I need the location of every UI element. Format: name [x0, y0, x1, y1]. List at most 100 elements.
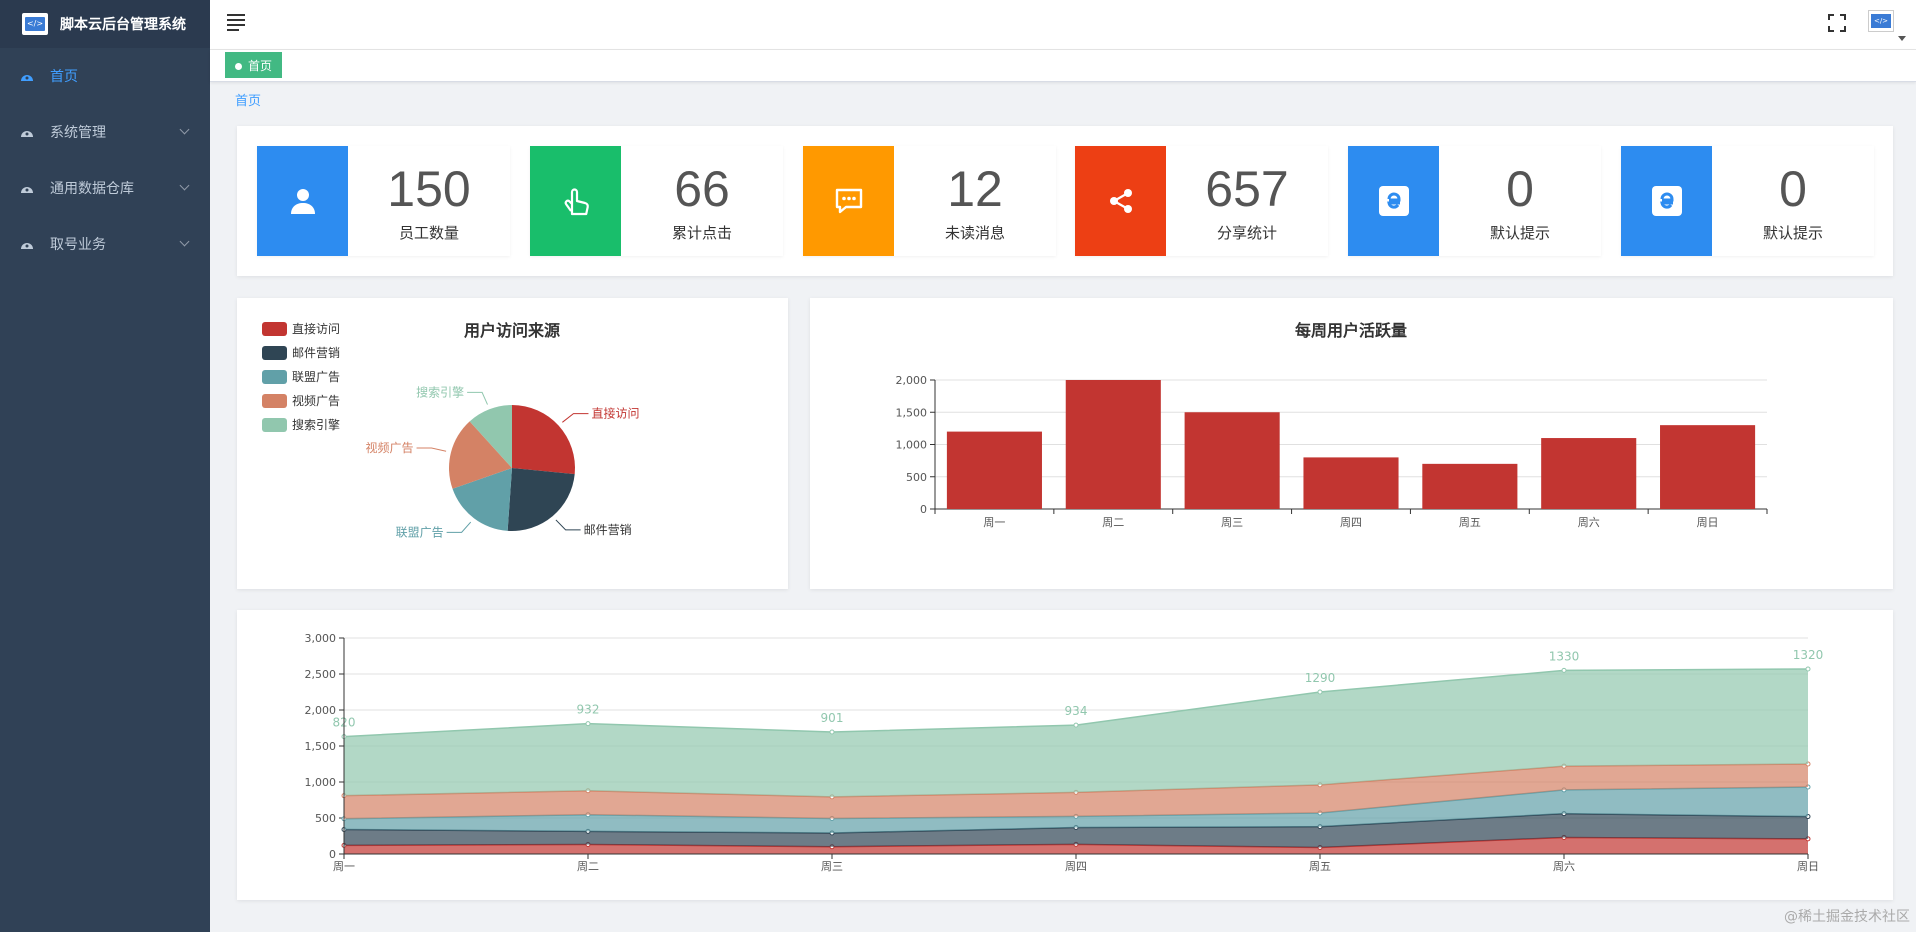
stat-label: 默认提示	[1489, 224, 1550, 242]
x-tick-label: 周日	[1797, 860, 1819, 873]
y-tick-label: 2,000	[896, 374, 928, 387]
data-label: 1290	[1305, 671, 1336, 685]
pie-slice[interactable]	[507, 468, 575, 531]
area-series[interactable]	[344, 668, 1808, 797]
x-tick-label: 周二	[577, 860, 599, 873]
stat-icon-box	[257, 146, 348, 256]
pointer-hand-icon	[559, 184, 593, 218]
pie-slice[interactable]	[449, 421, 512, 489]
caret-down-icon[interactable]	[1898, 36, 1906, 41]
sidebar-item-label: 取号业务	[50, 237, 106, 253]
legend-item[interactable]: 联盟广告	[262, 370, 340, 384]
data-label: 1330	[1549, 649, 1580, 663]
bar[interactable]	[1422, 463, 1518, 509]
area-series[interactable]	[344, 813, 1808, 848]
stat-icon-box	[1348, 146, 1439, 256]
stat-icon-box	[1621, 146, 1712, 256]
bar[interactable]	[1184, 412, 1280, 509]
sidebar-item-2[interactable]: 通用数据仓库	[0, 160, 210, 216]
y-tick-label: 0	[329, 848, 336, 861]
bar-chart: 每周用户活跃量 0 500 1,000 1,500 2,000 周一 周二 周三 周四 周五 周六 周日	[896, 321, 1768, 529]
area-series[interactable]	[344, 764, 1808, 819]
stat-icon-box	[1075, 146, 1166, 256]
dashboard-icon	[20, 238, 34, 250]
legend-item[interactable]: 搜索引擎	[262, 417, 340, 432]
legend-swatch	[262, 370, 287, 384]
legend-label: 直接访问	[292, 321, 340, 336]
area-series[interactable]	[344, 787, 1808, 833]
stat-value: 657	[1205, 161, 1289, 217]
share-icon	[1106, 186, 1136, 216]
x-tick-label: 周六	[1553, 860, 1575, 873]
avatar[interactable]: </>	[1868, 10, 1894, 32]
legend-swatch	[262, 418, 287, 432]
sidebar-item-label: 首页	[50, 69, 78, 85]
chevron-down-icon	[179, 180, 190, 191]
stat-panel: 150 员工数量 66 累计点击 12 未读消息 657 分享统计 0 默认提示 0 默认提示	[237, 126, 1893, 276]
bar[interactable]	[946, 431, 1042, 509]
hamburger-icon[interactable]	[227, 14, 245, 31]
data-point[interactable]	[1317, 689, 1323, 695]
sidebar-item-3[interactable]: 取号业务	[0, 216, 210, 272]
sidebar-item-label: 系统管理	[50, 125, 106, 141]
legend-label: 邮件营销	[292, 346, 340, 360]
x-tick-label: 周五	[1459, 516, 1481, 529]
tags-view: 首页	[210, 50, 1916, 82]
sidebar-item-label: 通用数据仓库	[50, 181, 134, 197]
data-point[interactable]	[1805, 666, 1811, 672]
pie-label-line	[467, 391, 488, 405]
stat-icon-box	[530, 146, 621, 256]
pie-slice[interactable]	[512, 405, 575, 475]
pie-label: 直接访问	[591, 406, 639, 421]
chevron-down-icon	[179, 236, 190, 247]
legend-label: 联盟广告	[292, 370, 340, 384]
pie-slice[interactable]	[452, 468, 512, 531]
stat-label: 分享统计	[1216, 224, 1277, 242]
bar[interactable]	[1303, 457, 1399, 509]
pie-label: 视频广告	[366, 440, 414, 455]
navbar: </>	[210, 0, 1916, 50]
x-tick-label: 周四	[1340, 516, 1362, 529]
x-tick-label: 周三	[821, 860, 843, 873]
bar[interactable]	[1541, 438, 1637, 509]
stat-icon-box	[803, 146, 894, 256]
tag-home[interactable]: 首页	[225, 52, 283, 78]
pie-label: 搜索引擎	[416, 384, 464, 399]
sidebar-item-0[interactable]: 首页	[0, 48, 210, 104]
fullscreen-icon[interactable]	[1828, 14, 1846, 32]
data-point[interactable]	[829, 729, 835, 735]
legend-item[interactable]: 直接访问	[262, 321, 340, 336]
pie-label-line	[555, 519, 581, 531]
stat-card[interactable]: 66 累计点击	[530, 146, 783, 256]
pie-label: 邮件营销	[584, 523, 632, 537]
data-point[interactable]	[1073, 722, 1079, 728]
logo-area[interactable]: </> 脚本云后台管理系统	[0, 0, 210, 48]
dashboard-icon	[20, 126, 34, 138]
y-tick-label: 3,000	[305, 632, 337, 645]
bar[interactable]	[1065, 380, 1161, 509]
stat-card[interactable]: 0 默认提示	[1621, 146, 1874, 256]
stat-value: 0	[1506, 161, 1534, 217]
stat-card[interactable]: 150 员工数量	[257, 146, 510, 256]
y-tick-label: 2,500	[305, 668, 337, 681]
legend-swatch	[262, 346, 287, 360]
data-point[interactable]	[585, 721, 591, 727]
legend-item[interactable]: 邮件营销	[262, 346, 340, 360]
stat-card[interactable]: 657 分享统计	[1075, 146, 1328, 256]
pie-slice[interactable]	[469, 405, 512, 468]
y-tick-label: 1,500	[896, 406, 928, 419]
breadcrumb[interactable]: 首页	[235, 94, 262, 109]
area-panel: 0 500 1,000 1,500 2,000 2,500 3,000 820 932 901 93…	[237, 610, 1893, 900]
legend-item[interactable]: 视频广告	[262, 393, 340, 408]
x-tick-label: 周四	[1065, 860, 1087, 873]
x-tick-label: 周一	[983, 516, 1005, 529]
pie-label-line	[562, 413, 589, 423]
stat-card[interactable]: 12 未读消息	[803, 146, 1056, 256]
stat-card[interactable]: 0 默认提示	[1348, 146, 1601, 256]
sidebar-item-1[interactable]: 系统管理	[0, 104, 210, 160]
y-tick-label: 500	[315, 812, 336, 825]
data-point[interactable]	[1561, 667, 1567, 673]
bar[interactable]	[1660, 425, 1756, 509]
data-label: 1320	[1793, 648, 1824, 662]
legend-swatch	[262, 322, 287, 336]
